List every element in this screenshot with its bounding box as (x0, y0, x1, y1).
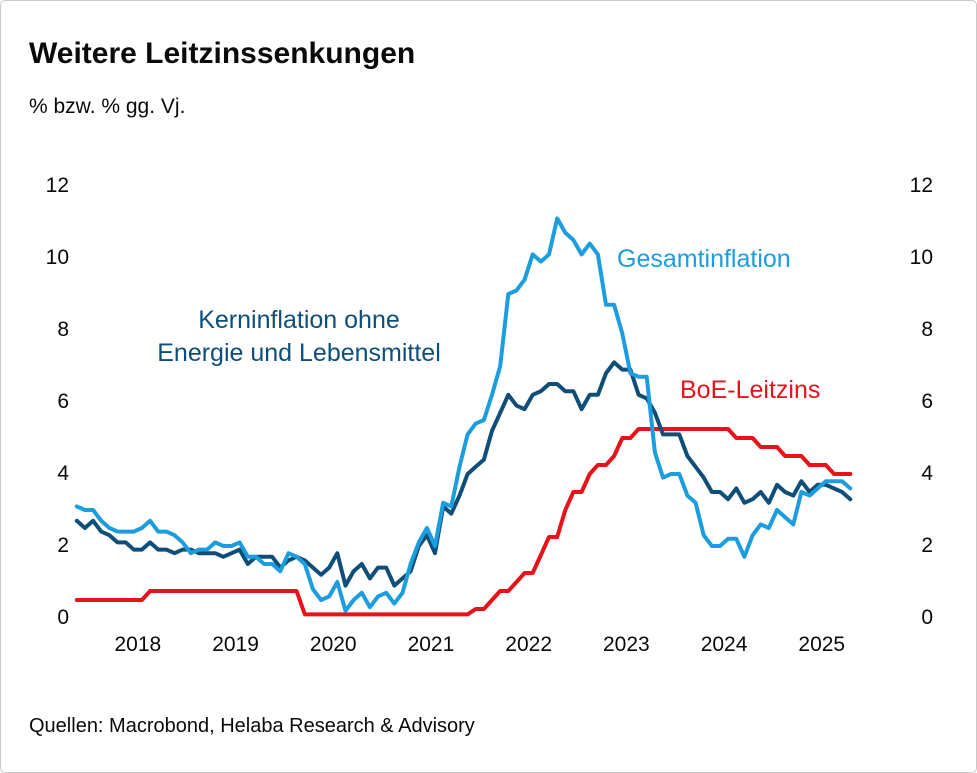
series-line-boe-leitzins (74, 427, 853, 617)
y-tick-left-10: 10 (45, 246, 69, 269)
y-tick-right-12: 12 (909, 174, 933, 197)
x-tick-2024: 2024 (700, 633, 748, 656)
series-line-gesamtinflation (74, 216, 853, 613)
y-tick-right-4: 4 (921, 462, 933, 485)
y-tick-left-8: 8 (57, 318, 69, 341)
core-inflation-series-label: Kerninflation ohne Energie und Lebensmit… (89, 304, 509, 370)
y-tick-right-0: 0 (921, 606, 933, 629)
y-tick-right-10: 10 (909, 246, 933, 269)
series-line-kerninflation-ohne-energie-und-lebensmittel (74, 360, 853, 588)
y-tick-left-2: 2 (57, 534, 69, 557)
chart-unit-label: % bzw. % gg. Vj. (29, 95, 186, 118)
x-tick-2025: 2025 (798, 633, 846, 656)
core-inflation-series-label-line1: Kerninflation ohne (198, 306, 400, 334)
y-tick-left-4: 4 (57, 462, 69, 485)
y-tick-right-8: 8 (921, 318, 933, 341)
y-tick-left-12: 12 (45, 174, 69, 197)
source-line: Quellen: Macrobond, Helaba Research & Ad… (29, 715, 475, 737)
x-tick-2020: 2020 (309, 633, 357, 656)
y-tick-right-6: 6 (921, 390, 933, 413)
x-tick-2023: 2023 (602, 633, 650, 656)
x-tick-2019: 2019 (212, 633, 259, 656)
x-tick-2018: 2018 (114, 633, 162, 656)
headline-inflation-series-label: Gesamtinflation (617, 245, 791, 273)
x-tick-2021: 2021 (407, 633, 455, 656)
x-tick-2022: 2022 (505, 633, 552, 656)
y-tick-right-2: 2 (921, 534, 933, 557)
chart-title: Weitere Leitzinssenkungen (29, 37, 416, 70)
y-tick-left-6: 6 (57, 390, 69, 413)
y-tick-left-0: 0 (57, 606, 69, 629)
boe-policy-rate-series-label: BoE-Leitzins (680, 376, 821, 404)
core-inflation-series-label-line2: Energie und Lebensmittel (157, 339, 441, 367)
